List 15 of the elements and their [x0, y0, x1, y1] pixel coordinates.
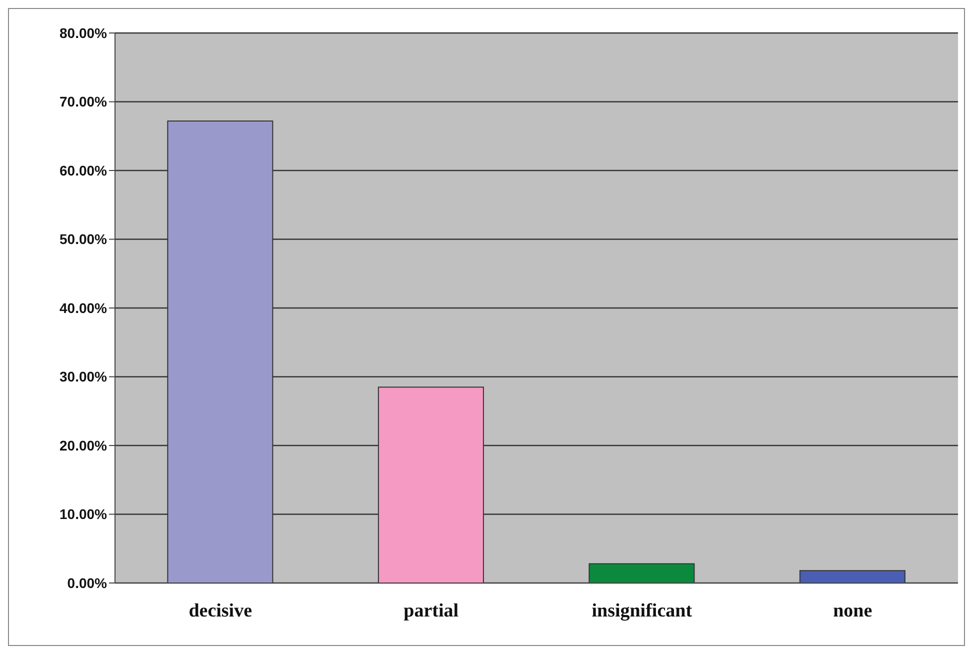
- y-tick-label: 80.00%: [60, 24, 108, 41]
- x-tick-label: insignificant: [592, 600, 693, 622]
- y-tick-label: 40.00%: [60, 300, 108, 316]
- x-tick-label: partial: [404, 600, 459, 622]
- y-tick-label: 50.00%: [60, 231, 108, 248]
- x-tick-label: decisive: [188, 600, 252, 622]
- y-tick-label: 30.00%: [60, 368, 108, 385]
- y-tick-label: 70.00%: [60, 94, 108, 110]
- y-tick-label: 10.00%: [60, 506, 108, 522]
- y-tick-label: 60.00%: [60, 162, 108, 178]
- bar: [588, 563, 695, 583]
- y-tick-label: 0.00%: [67, 574, 108, 591]
- x-tick-label: none: [833, 600, 872, 622]
- bar: [799, 570, 906, 583]
- y-tick-label: 20.00%: [60, 437, 108, 454]
